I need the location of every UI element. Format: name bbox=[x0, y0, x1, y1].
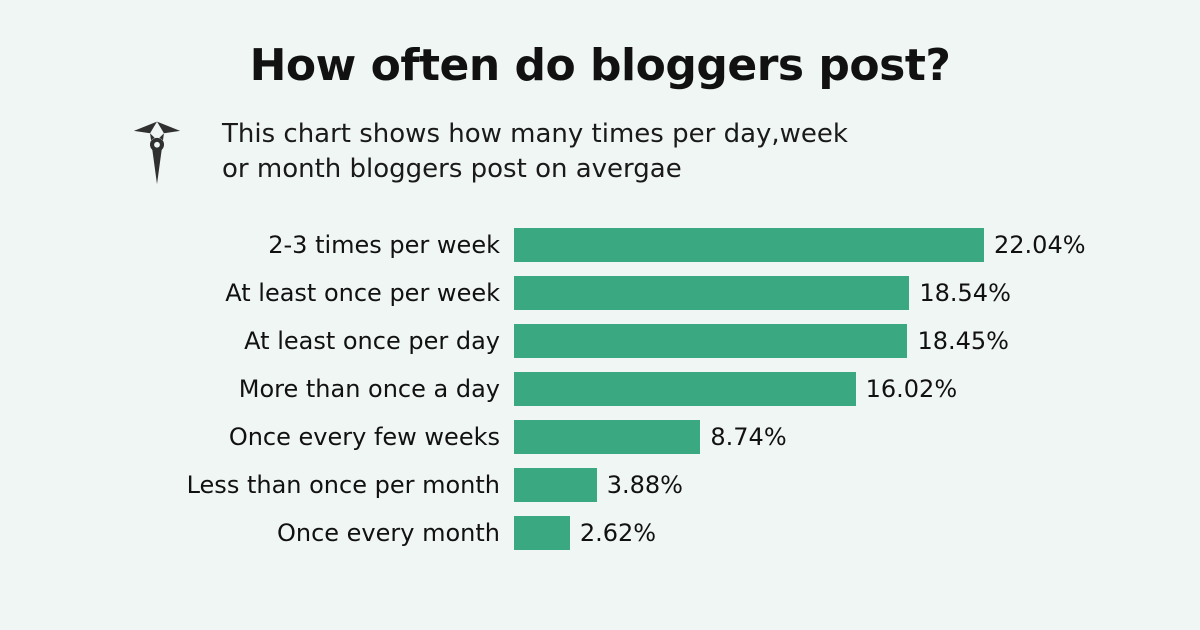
bar-label: Less than once per month bbox=[60, 471, 514, 499]
chart-title: How often do bloggers post? bbox=[60, 40, 1140, 91]
bar-value: 3.88% bbox=[597, 471, 683, 499]
bar-row: 2-3 times per week 22.04% bbox=[60, 221, 1140, 269]
bar bbox=[514, 276, 909, 310]
bar-value: 18.45% bbox=[907, 327, 1009, 355]
bar-value: 2.62% bbox=[570, 519, 656, 547]
bar-label: More than once a day bbox=[60, 375, 514, 403]
bar-value: 8.74% bbox=[700, 423, 786, 451]
bar-row: More than once a day 16.02% bbox=[60, 365, 1140, 413]
bar-label: Once every month bbox=[60, 519, 514, 547]
bar-value: 22.04% bbox=[984, 231, 1086, 259]
bar bbox=[514, 228, 984, 262]
bar-row: At least once per day 18.45% bbox=[60, 317, 1140, 365]
pen-nib-icon bbox=[120, 117, 194, 191]
bar-chart: 2-3 times per week 22.04% At least once … bbox=[60, 221, 1140, 557]
bar bbox=[514, 324, 907, 358]
chart-subtitle: This chart shows how many times per day,… bbox=[222, 117, 862, 187]
bar bbox=[514, 372, 856, 406]
bar-label: At least once per day bbox=[60, 327, 514, 355]
bar bbox=[514, 516, 570, 550]
bar-label: Once every few weeks bbox=[60, 423, 514, 451]
bar bbox=[514, 420, 700, 454]
bar-row: At least once per week 18.54% bbox=[60, 269, 1140, 317]
bar-label: At least once per week bbox=[60, 279, 514, 307]
chart-intro: This chart shows how many times per day,… bbox=[120, 117, 1140, 191]
bar-value: 16.02% bbox=[856, 375, 958, 403]
bar bbox=[514, 468, 597, 502]
bar-row: Less than once per month 3.88% bbox=[60, 461, 1140, 509]
bar-row: Once every few weeks 8.74% bbox=[60, 413, 1140, 461]
bar-value: 18.54% bbox=[909, 279, 1011, 307]
bar-row: Once every month 2.62% bbox=[60, 509, 1140, 557]
bar-label: 2-3 times per week bbox=[60, 231, 514, 259]
